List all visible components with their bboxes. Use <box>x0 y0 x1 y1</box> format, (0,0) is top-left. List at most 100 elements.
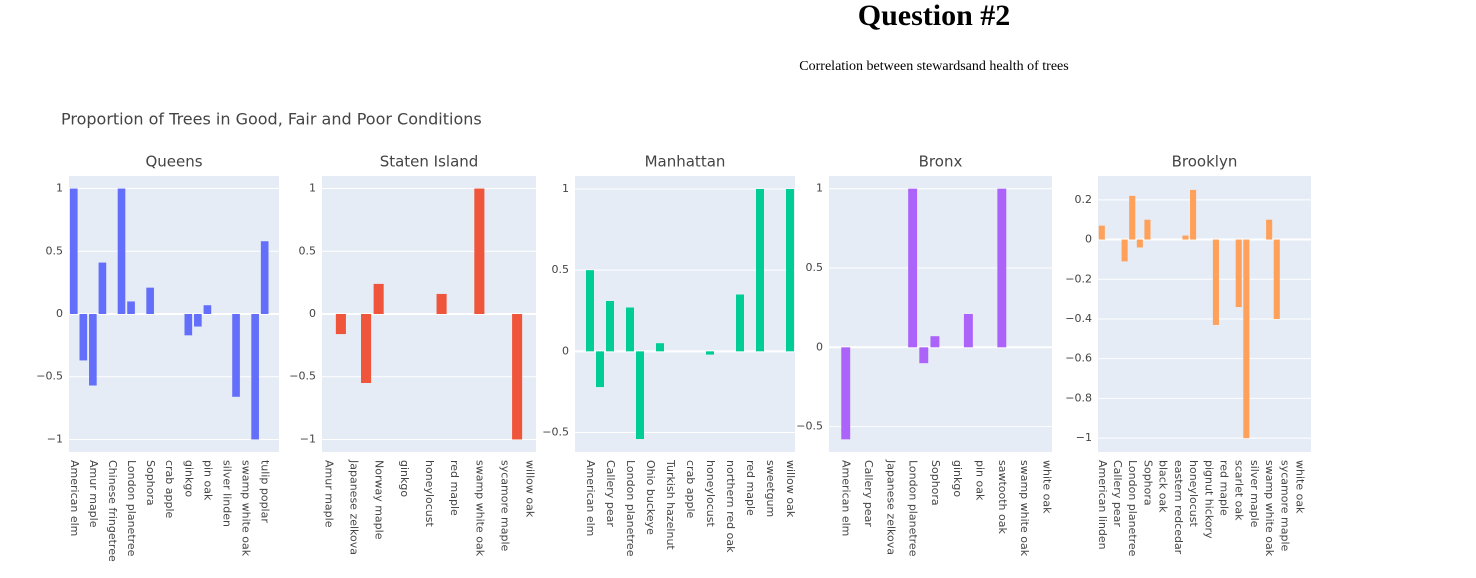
bar <box>626 307 634 352</box>
bar <box>1121 239 1128 262</box>
bar <box>596 351 604 388</box>
bar <box>930 336 940 348</box>
x-tick-label: crab apple <box>163 460 176 519</box>
x-tick-label: Callery pear <box>1111 460 1124 527</box>
y-tick-label: 0 <box>1085 233 1092 246</box>
x-tick-label: Amur maple <box>87 460 100 528</box>
x-tick-label: Sophora <box>1141 460 1154 506</box>
bar <box>1273 239 1280 319</box>
x-tick-label: sycamore maple <box>499 460 512 552</box>
bar <box>203 305 212 314</box>
x-tick-label: Norway maple <box>373 460 386 540</box>
x-tick-label: Chinese fringetree <box>106 460 119 562</box>
y-tick-label: −0.8 <box>1065 391 1092 404</box>
y-tick-label: −0.5 <box>796 420 823 433</box>
bar <box>232 314 240 397</box>
subplot-title: Queens <box>145 153 202 171</box>
y-tick-label: 0.5 <box>46 244 64 257</box>
x-tick-label: Amur maple <box>322 460 335 528</box>
x-tick-label: ginkgo <box>182 460 195 497</box>
x-tick-label: pin oak <box>201 460 214 501</box>
bar <box>79 314 88 361</box>
x-tick-label: Callery pear <box>862 460 875 527</box>
x-tick-label: swamp white oak <box>240 460 253 557</box>
bar <box>636 351 644 440</box>
y-tick-label: −1 <box>1076 431 1092 444</box>
x-tick-label: sawtooth oak <box>996 460 1009 534</box>
x-tick-label: swamp white oak <box>1018 460 1031 557</box>
x-tick-label: ginkgo <box>951 460 964 497</box>
y-tick-label: −0.2 <box>1065 272 1092 285</box>
bar <box>736 294 744 352</box>
x-tick-label: Turkish hazelnut <box>664 459 677 550</box>
bar <box>512 314 523 440</box>
bar <box>997 188 1007 348</box>
x-tick-label: Ohio buckeye <box>644 460 657 535</box>
bar <box>786 188 794 352</box>
bar <box>373 283 384 314</box>
y-tick-label: 0.5 <box>806 261 824 274</box>
x-tick-label: honeylocust <box>1187 460 1200 527</box>
bar <box>251 314 259 440</box>
bar <box>474 188 485 314</box>
x-tick-label: American elm <box>584 460 597 536</box>
x-tick-label: London planetree <box>1126 460 1139 557</box>
bar <box>1129 195 1136 240</box>
x-tick-label: London planetree <box>907 460 920 557</box>
bar <box>586 270 594 352</box>
plot-area <box>829 176 1052 452</box>
bar <box>127 301 135 314</box>
bar <box>841 347 851 440</box>
x-tick-label: red maple <box>744 460 757 516</box>
x-tick-label: Japanese zelkova <box>884 459 897 555</box>
y-tick-label: 0 <box>309 307 316 320</box>
x-tick-label: London planetree <box>624 460 637 557</box>
bar <box>184 314 193 336</box>
x-tick-label: white oak <box>1040 460 1053 514</box>
y-tick-label: 0 <box>56 307 63 320</box>
y-tick-label: −1 <box>300 432 316 445</box>
x-tick-label: Sophora <box>144 460 157 506</box>
bar <box>260 241 269 314</box>
x-tick-label: honeylocust <box>704 460 717 527</box>
bar <box>194 314 202 327</box>
x-tick-label: tulip poplar <box>259 460 272 523</box>
bar <box>706 351 714 355</box>
bar <box>436 293 447 314</box>
y-tick-label: 0.2 <box>1075 193 1093 206</box>
page-subtitle: Correlation between stewardsand health o… <box>799 59 1068 74</box>
y-tick-label: −0.5 <box>36 370 63 383</box>
y-tick-label: 1 <box>562 182 569 195</box>
bar <box>69 188 78 314</box>
x-tick-label: crab apple <box>684 460 697 519</box>
x-tick-label: honeylocust <box>423 460 436 527</box>
bar <box>1266 219 1273 240</box>
x-tick-label: willow oak <box>524 460 537 518</box>
x-tick-label: sweetgum <box>764 460 777 517</box>
page-title: Question #2 <box>858 0 1011 32</box>
bar <box>1212 239 1219 325</box>
x-tick-label: Japanese zelkova <box>347 459 360 555</box>
bar <box>656 343 664 352</box>
bar <box>908 188 918 348</box>
x-tick-label: Callery pear <box>604 460 617 527</box>
y-tick-label: 0 <box>562 344 569 357</box>
bar <box>1136 239 1143 248</box>
x-tick-label: white oak <box>1294 460 1307 514</box>
y-tick-label: −1 <box>47 432 63 445</box>
x-tick-label: red maple <box>448 460 461 516</box>
bar <box>1098 225 1105 240</box>
y-tick-label: 1 <box>309 182 316 195</box>
bar <box>146 287 154 314</box>
x-tick-label: red maple <box>1218 460 1231 516</box>
x-tick-label: American elm <box>840 460 853 536</box>
bar <box>1190 189 1197 240</box>
x-tick-label: American linden <box>1096 460 1109 550</box>
x-tick-label: ginkgo <box>398 460 411 497</box>
x-tick-label: American elm <box>68 460 81 536</box>
bar <box>361 314 372 383</box>
figure-title: Proportion of Trees in Good, Fair and Po… <box>61 110 482 129</box>
x-tick-label: pin oak <box>974 460 987 501</box>
